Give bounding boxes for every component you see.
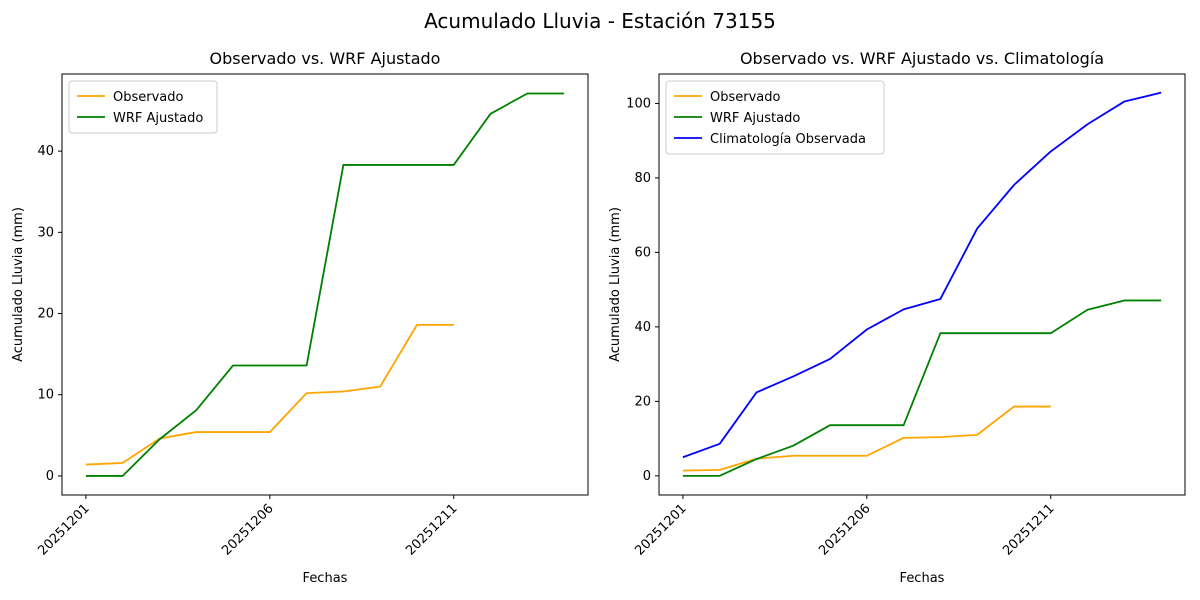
y-tick-label: 0 (643, 469, 651, 484)
x-tick-label: 20251206 (219, 501, 276, 558)
y-tick-label: 20 (634, 394, 651, 409)
legend-entry: Observado (710, 90, 781, 105)
x-tick-label: 20251211 (1000, 501, 1057, 558)
chart-title: Observado vs. WRF Ajustado vs. Climatolo… (740, 49, 1104, 68)
y-tick-label: 60 (634, 245, 651, 260)
series-line-observado (682, 405, 1051, 472)
y-axis-label: Acumulado Lluvia (mm) (11, 207, 26, 362)
legend-box (68, 80, 218, 134)
x-axis-label: Fechas (900, 571, 945, 586)
y-axis-label: Acumulado Lluvia (mm) (608, 207, 623, 362)
y-tick-label: 0 (46, 469, 54, 484)
y-tick-label: 10 (37, 388, 54, 403)
series-line-climatología-observada (682, 91, 1162, 459)
chart-panel-2: Observado vs. WRF Ajustado vs. Climatolo… (608, 49, 1186, 586)
axes-frame (61, 73, 589, 496)
series-line-wrf-ajustado (85, 92, 565, 477)
legend: Observado WRF Ajustado Climatología Observ… (665, 80, 885, 155)
legend-box (665, 80, 885, 155)
x-axis-label: Fechas (303, 571, 348, 586)
legend-entry: WRF Ajustado (113, 111, 203, 126)
y-tick-label: 40 (37, 144, 54, 159)
figure-title: Acumulado Lluvia - Estación 73155 (424, 9, 776, 33)
y-tick-label: 30 (37, 225, 54, 240)
legend: Observado WRF Ajustado (68, 80, 218, 134)
x-tick-label: 20251201 (35, 501, 92, 558)
legend-entry: Observado (113, 90, 184, 105)
x-tick-label: 20251211 (403, 501, 460, 558)
axes-frame (658, 73, 1186, 496)
y-tick-label: 40 (634, 320, 651, 335)
x-tick-label: 20251201 (632, 501, 689, 558)
y-tick-label: 80 (634, 171, 651, 186)
y-tick-label: 20 (37, 307, 54, 322)
series-line-wrf-ajustado (682, 299, 1162, 477)
legend-entry: WRF Ajustado (710, 111, 800, 126)
x-tick-label: 20251206 (816, 501, 873, 558)
y-tick-label: 100 (626, 96, 651, 111)
series-line-observado (85, 323, 454, 466)
legend-entry: Climatología Observada (710, 132, 866, 147)
chart-panel-1: Observado vs. WRF Ajustado 0 10 20 30 40 20251… (11, 49, 589, 586)
chart-title: Observado vs. WRF Ajustado (210, 49, 441, 68)
